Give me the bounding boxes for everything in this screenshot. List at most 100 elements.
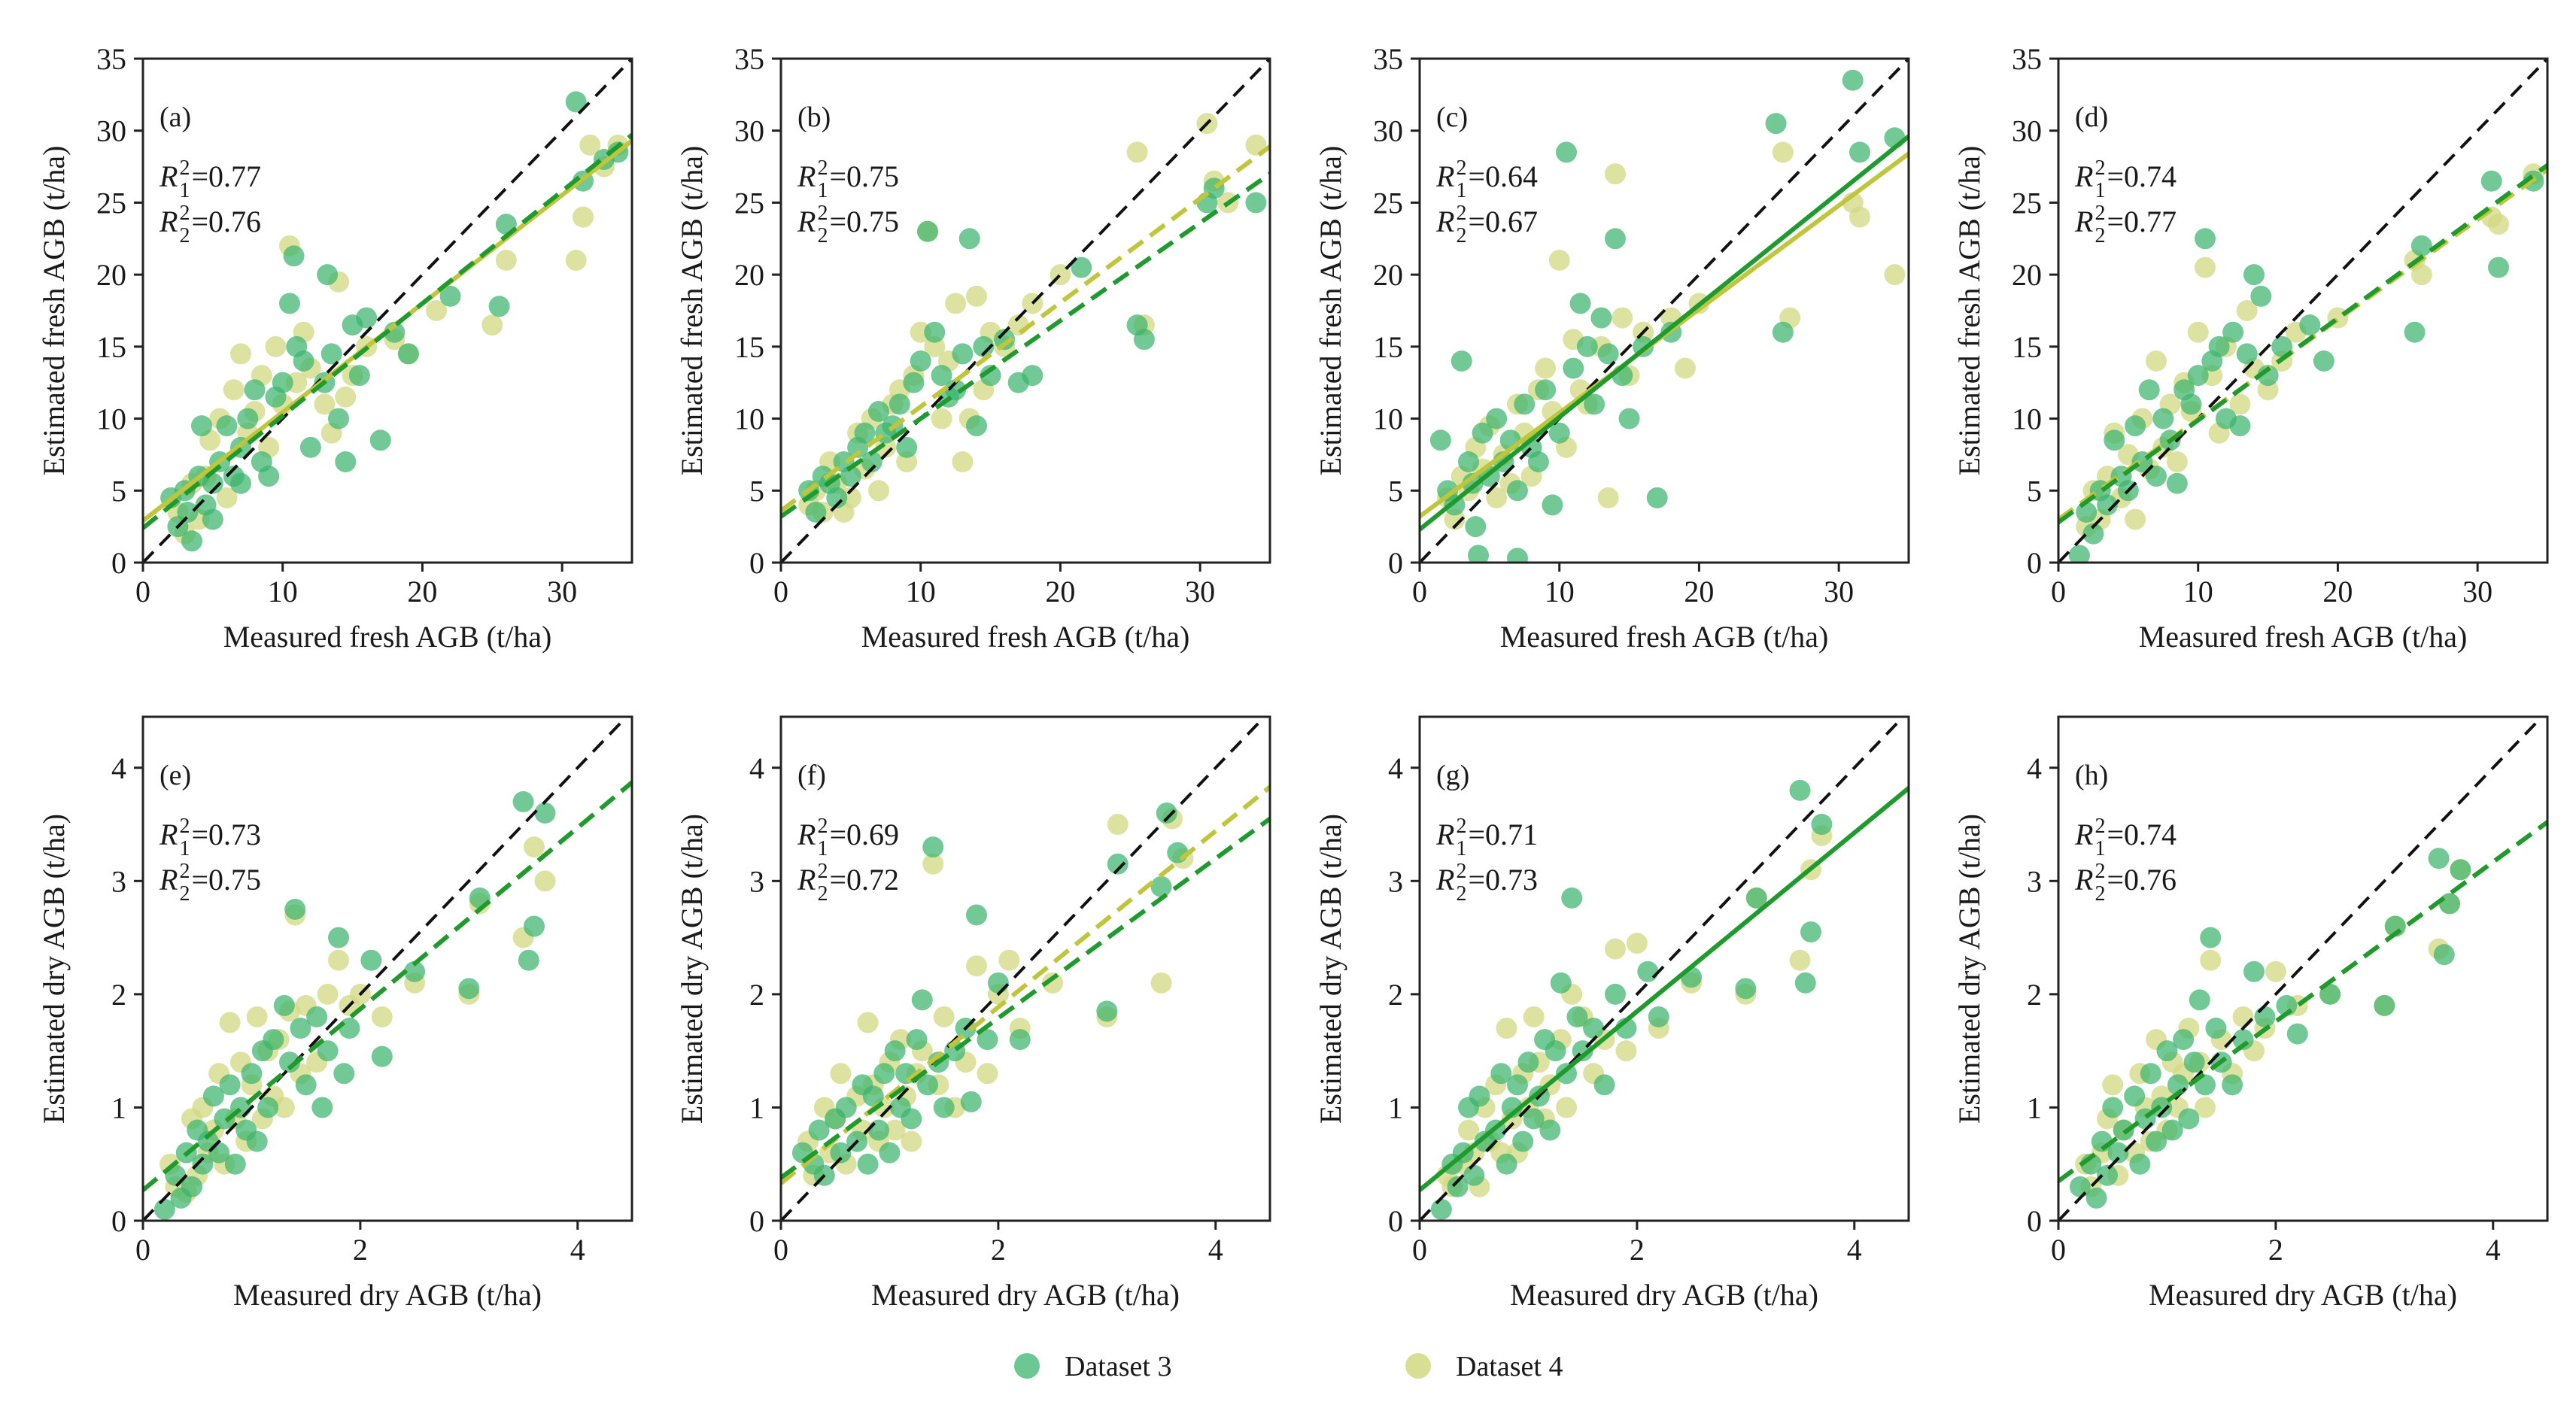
point-dataset3 (917, 220, 938, 242)
point-dataset3 (2156, 1040, 2178, 1062)
x-axis-label: Measured dry AGB (t/ha) (871, 1278, 1180, 1312)
r2-subscript: 1 (179, 837, 190, 860)
point-dataset3 (2085, 1187, 2107, 1209)
x-tick-label: 10 (1545, 575, 1575, 608)
x-tick-label: 30 (2462, 575, 2492, 608)
y-tick-label: 3 (1388, 864, 1403, 898)
y-tick-label: 25 (1373, 186, 1403, 220)
y-axis-label: Estimated fresh AGB (t/ha) (37, 146, 71, 476)
r2-subscript: 2 (179, 882, 190, 906)
point-dataset4 (945, 293, 967, 314)
point-dataset3 (293, 350, 314, 372)
point-dataset4 (328, 949, 349, 971)
r2-subscript: 2 (817, 882, 828, 906)
point-dataset4 (966, 955, 987, 977)
point-dataset3 (977, 1029, 998, 1051)
point-dataset3 (2319, 983, 2341, 1005)
point-dataset3 (306, 1006, 328, 1027)
r2-subscript: 1 (179, 179, 190, 202)
point-dataset4 (1849, 206, 1870, 228)
point-dataset3 (1542, 494, 1563, 516)
r2-superscript: 2 (1456, 202, 1466, 225)
point-dataset3 (2313, 350, 2334, 372)
r2-label-2: R2 2=0.76 (2074, 860, 2177, 906)
point-dataset4 (901, 1130, 922, 1152)
point-dataset3 (2129, 1153, 2151, 1175)
r2-superscript: 2 (2095, 156, 2105, 180)
points-group (791, 802, 1194, 1186)
fit-line-dataset4 (781, 785, 1270, 1185)
point-dataset4 (2488, 214, 2509, 235)
point-dataset4 (1884, 264, 1906, 286)
y-tick-label: 5 (749, 474, 764, 508)
point-dataset3 (1556, 1063, 1577, 1085)
point-dataset4 (371, 1006, 393, 1027)
point-dataset3 (2222, 321, 2244, 343)
point-dataset4 (896, 451, 918, 472)
point-dataset4 (1523, 1006, 1545, 1027)
x-tick-label: 20 (407, 575, 437, 608)
point-dataset4 (884, 1119, 906, 1141)
x-tick-label: 2 (2268, 1233, 2283, 1267)
point-dataset3 (2151, 1097, 2173, 1118)
y-tick-label: 15 (734, 330, 764, 364)
point-dataset3 (258, 466, 280, 487)
point-dataset3 (889, 393, 910, 415)
point-dataset4 (2410, 264, 2432, 286)
point-dataset3 (565, 91, 587, 113)
point-dataset4 (1789, 949, 1811, 971)
point-dataset3 (320, 343, 342, 365)
y-tick-label: 15 (2012, 330, 2042, 364)
point-dataset3 (1681, 966, 1703, 988)
point-dataset3 (857, 1153, 879, 1175)
point-dataset4 (2146, 350, 2167, 372)
y-tick-label: 25 (2012, 186, 2042, 220)
point-dataset3 (1512, 1130, 1534, 1152)
y-tick-label: 0 (1388, 546, 1403, 580)
point-dataset3 (369, 429, 391, 451)
point-dataset3 (1745, 887, 1767, 909)
identity-line (2058, 59, 2547, 563)
r2-label-2: R2 2=0.67 (1435, 202, 1538, 247)
r2-subscript: 2 (2095, 224, 2105, 247)
y-tick-label: 35 (2012, 42, 2042, 76)
point-dataset4 (314, 393, 336, 415)
point-dataset3 (534, 802, 556, 824)
r2-symbol: R (797, 818, 816, 851)
r2-value: =0.76 (191, 205, 261, 238)
point-dataset3 (181, 1176, 202, 1197)
r2-superscript: 2 (817, 156, 828, 180)
point-dataset4 (1458, 1119, 1479, 1141)
r2-subscript: 1 (817, 837, 828, 860)
point-dataset3 (1133, 329, 1155, 350)
r2-label-1: R2 1=0.74 (2074, 815, 2177, 860)
fit-line-dataset3 (143, 133, 632, 530)
point-dataset3 (279, 293, 300, 314)
point-dataset4 (1615, 1040, 1637, 1062)
point-dataset3 (960, 1091, 982, 1112)
y-tick-label: 1 (749, 1091, 764, 1124)
r2-subscript: 2 (1456, 882, 1466, 906)
point-dataset3 (1550, 972, 1572, 994)
point-dataset3 (911, 989, 933, 1011)
x-axis-label: Measured fresh AGB (t/ha) (223, 620, 552, 654)
fit-line-dataset3 (2058, 820, 2547, 1183)
point-dataset3 (2097, 494, 2118, 516)
point-dataset3 (1469, 1085, 1490, 1107)
x-tick-label: 4 (2486, 1233, 2501, 1267)
point-dataset4 (2195, 256, 2216, 278)
y-tick-label: 5 (1388, 474, 1403, 508)
r2-symbol: R (2074, 863, 2093, 897)
panel-label: (d) (2075, 102, 2108, 133)
point-dataset4 (565, 250, 587, 271)
point-dataset3 (840, 466, 861, 487)
point-dataset3 (910, 350, 931, 372)
point-dataset3 (202, 508, 223, 530)
point-dataset4 (579, 134, 601, 156)
point-dataset3 (1772, 321, 1794, 343)
point-dataset3 (273, 994, 295, 1016)
point-dataset3 (896, 436, 918, 458)
point-dataset4 (1535, 357, 1557, 379)
x-tick-label: 0 (1412, 1233, 1427, 1267)
